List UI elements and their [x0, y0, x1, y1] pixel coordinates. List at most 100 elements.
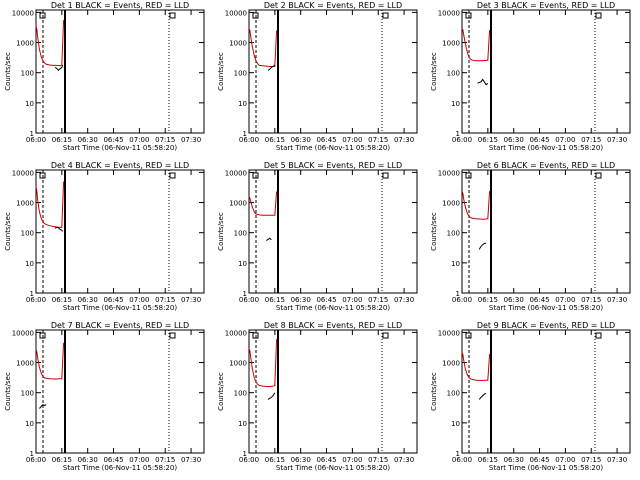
plot-frame	[35, 169, 205, 294]
x-tick-label: 07:00	[555, 456, 575, 464]
x-tick-label: 07:30	[607, 296, 627, 304]
x-tick-label: 07:15	[368, 296, 388, 304]
x-tick-label: 06:15	[265, 296, 285, 304]
y-tick-label: 10	[25, 100, 34, 108]
y-tick-label: 1	[243, 290, 247, 298]
x-tick-label: 07:15	[581, 136, 601, 144]
y-tick-label: 1000	[229, 360, 247, 368]
x-axis-label: Start Time (06-Nov-11 05:58:20)	[276, 304, 390, 312]
x-tick-label: 07:30	[394, 296, 414, 304]
x-tick-label: 07:30	[181, 296, 201, 304]
y-tick-label: 1	[30, 450, 34, 458]
plot-frame	[248, 169, 418, 294]
y-axis-label: Counts/sec	[430, 52, 438, 91]
interval-marker	[595, 332, 602, 339]
x-tick-label: 06:15	[52, 136, 72, 144]
events-series-line	[267, 392, 276, 400]
x-tick-label: 06:30	[291, 296, 311, 304]
y-axis-label: Counts/sec	[430, 212, 438, 251]
x-tick-label: 07:15	[368, 456, 388, 464]
y-axis-label: Counts/sec	[217, 372, 225, 411]
events-series-line	[54, 226, 64, 232]
x-tick-label: 06:00	[26, 296, 46, 304]
plot-frame	[248, 329, 418, 454]
x-tick-label: 06:45	[529, 136, 549, 144]
interval-marker	[595, 12, 602, 19]
y-axis-label: Counts/sec	[4, 372, 12, 411]
interval-marker	[252, 12, 259, 19]
x-tick-label: 07:00	[342, 296, 362, 304]
y-tick-label: 1000	[442, 200, 460, 208]
y-tick-label: 10	[238, 420, 247, 428]
x-axis-label: Start Time (06-Nov-11 05:58:20)	[489, 304, 603, 312]
plot-frame	[35, 329, 205, 454]
interval-marker	[169, 12, 176, 19]
x-tick-label: 07:00	[555, 136, 575, 144]
detector-panel-7: Det 7 BLACK = Events, RED = LLD 1 10 100 100…	[4, 321, 205, 472]
y-tick-label: 1	[30, 290, 34, 298]
x-tick-label: 07:00	[342, 136, 362, 144]
y-tick-label: 1	[456, 130, 460, 138]
y-tick-label: 1000	[16, 200, 34, 208]
lld-series-line	[461, 190, 491, 220]
y-tick-label: 10	[451, 420, 460, 428]
x-axis-label: Start Time (06-Nov-11 05:58:20)	[63, 464, 177, 472]
interval-marker	[465, 332, 472, 339]
y-tick-label: 100	[234, 70, 247, 78]
x-tick-label: 06:45	[316, 456, 336, 464]
y-tick-label: 10000	[12, 329, 34, 337]
y-tick-label: 10	[238, 100, 247, 108]
y-axis-label: Counts/sec	[217, 212, 225, 251]
plot-frame	[248, 9, 418, 134]
y-tick-label: 10	[25, 260, 34, 268]
interval-marker	[382, 12, 389, 19]
y-tick-label: 100	[21, 70, 34, 78]
events-series-line	[267, 64, 276, 71]
x-tick-label: 06:15	[52, 456, 72, 464]
x-tick-label: 06:15	[478, 136, 498, 144]
lld-series-line	[248, 28, 278, 67]
panel-title: Det 7 BLACK = Events, RED = LLD	[51, 321, 189, 330]
y-tick-label: 10	[25, 420, 34, 428]
x-axis-label: Start Time (06-Nov-11 05:58:20)	[489, 144, 603, 152]
plot-frame	[461, 329, 631, 454]
interval-marker	[595, 172, 602, 179]
x-tick-label: 06:15	[52, 296, 72, 304]
plot-frame	[461, 169, 631, 294]
y-tick-label: 100	[234, 390, 247, 398]
y-tick-label: 10000	[12, 9, 34, 17]
x-tick-label: 06:45	[529, 456, 549, 464]
interval-marker	[39, 332, 46, 339]
y-tick-label: 100	[21, 390, 34, 398]
x-tick-label: 06:45	[103, 456, 123, 464]
detector-panel-2: Det 2 BLACK = Events, RED = LLD 1 10 100 100…	[217, 1, 418, 152]
y-tick-label: 10000	[438, 329, 460, 337]
x-tick-label: 06:00	[239, 296, 259, 304]
interval-marker	[465, 172, 472, 179]
x-tick-label: 06:30	[504, 456, 524, 464]
panel-title: Det 6 BLACK = Events, RED = LLD	[477, 161, 615, 170]
interval-marker	[39, 12, 46, 19]
events-series-line	[478, 242, 487, 250]
lld-series-line	[35, 342, 65, 380]
x-tick-label: 06:15	[478, 296, 498, 304]
panel-title: Det 2 BLACK = Events, RED = LLD	[264, 1, 402, 10]
x-tick-label: 06:30	[504, 296, 524, 304]
y-tick-label: 10000	[438, 9, 460, 17]
x-tick-label: 07:30	[607, 456, 627, 464]
y-tick-label: 10000	[225, 9, 247, 17]
y-tick-label: 1000	[16, 360, 34, 368]
lld-series-line	[248, 191, 278, 216]
x-tick-label: 06:45	[103, 296, 123, 304]
x-tick-label: 06:45	[316, 136, 336, 144]
interval-marker	[39, 172, 46, 179]
x-tick-label: 06:00	[26, 456, 46, 464]
y-tick-label: 1000	[16, 40, 34, 48]
y-tick-label: 10000	[438, 169, 460, 177]
detector-panel-8: Det 8 BLACK = Events, RED = LLD 1 10 100 100…	[217, 321, 418, 472]
lld-series-line	[35, 181, 65, 228]
y-axis-label: Counts/sec	[4, 212, 12, 251]
x-tick-label: 07:30	[394, 456, 414, 464]
x-tick-label: 07:00	[342, 456, 362, 464]
y-tick-label: 10	[451, 100, 460, 108]
